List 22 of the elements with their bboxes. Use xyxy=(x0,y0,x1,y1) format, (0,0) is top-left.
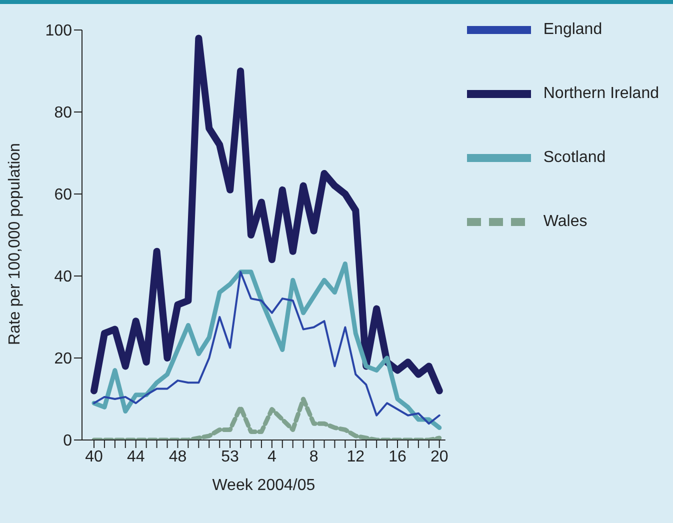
x-tick-label: 12 xyxy=(346,448,365,466)
x-tick-label: 48 xyxy=(168,448,187,466)
x-tick-label: 20 xyxy=(430,448,448,466)
y-tick-label: 20 xyxy=(54,350,72,368)
x-tick-label: 16 xyxy=(388,448,407,466)
y-tick-label: 0 xyxy=(63,432,72,450)
y-tick-label: 80 xyxy=(54,104,72,122)
y-tick-label: 60 xyxy=(54,186,72,204)
legend-label: Northern Ireland xyxy=(543,85,659,102)
legend-label: Wales xyxy=(543,213,588,230)
x-tick-label: 8 xyxy=(309,448,318,466)
y-tick-label: 40 xyxy=(54,268,72,286)
legend-label: Scotland xyxy=(543,149,606,166)
line-series xyxy=(92,396,442,440)
y-axis-title: Rate per 100,000 population xyxy=(6,143,24,345)
legend-label: England xyxy=(543,21,602,38)
y-tick-label: 100 xyxy=(45,22,72,40)
x-axis-title: Week 2004/05 xyxy=(212,477,316,494)
x-tick-label: 53 xyxy=(221,448,240,466)
x-tick-label: 4 xyxy=(267,448,276,466)
x-tick-label: 44 xyxy=(126,448,145,466)
x-tick-label: 40 xyxy=(85,448,103,466)
